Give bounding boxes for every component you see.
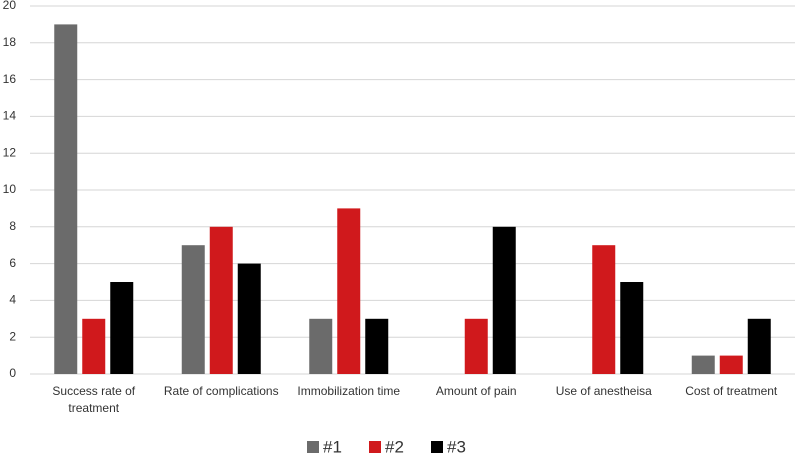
bar: [620, 282, 644, 374]
x-tick-label: Cost of treatment: [685, 384, 778, 398]
bar: [309, 318, 333, 374]
bar: [464, 318, 488, 374]
legend-swatch: [307, 441, 319, 453]
legend-label: #2: [385, 437, 404, 456]
legend-swatch: [369, 441, 381, 453]
bar: [365, 318, 389, 374]
bar: [110, 282, 134, 374]
y-tick-label: 20: [3, 0, 17, 12]
x-tick-label: Amount of pain: [436, 384, 517, 398]
legend-swatch: [431, 441, 443, 453]
legend-label: #3: [447, 437, 466, 456]
bar: [719, 355, 743, 374]
y-tick-label: 16: [3, 72, 17, 86]
y-tick-label: 0: [9, 366, 16, 380]
x-tick-label: Use of anestheisa: [556, 384, 652, 398]
x-tick-label: Success rate of treatment: [52, 384, 135, 415]
x-tick-label: Immobilization time: [297, 384, 400, 398]
legend-label: #1: [323, 437, 342, 456]
bar: [82, 318, 106, 374]
bar: [209, 226, 233, 374]
y-tick-label: 10: [3, 182, 17, 196]
y-tick-label: 2: [9, 329, 16, 343]
y-tick-label: 12: [3, 145, 17, 159]
x-tick-label: Rate of complications: [164, 384, 279, 398]
bar: [747, 318, 771, 374]
y-tick-label: 4: [9, 293, 16, 307]
bar: [237, 263, 261, 374]
bar: [181, 245, 205, 374]
bar: [691, 355, 715, 374]
bar: [54, 24, 78, 375]
bar: [337, 208, 361, 374]
y-tick-label: 6: [9, 256, 16, 270]
bar: [492, 226, 516, 374]
bar: [592, 245, 616, 374]
y-tick-label: 18: [3, 35, 17, 49]
y-tick-label: 14: [3, 109, 17, 123]
y-tick-label: 8: [9, 219, 16, 233]
